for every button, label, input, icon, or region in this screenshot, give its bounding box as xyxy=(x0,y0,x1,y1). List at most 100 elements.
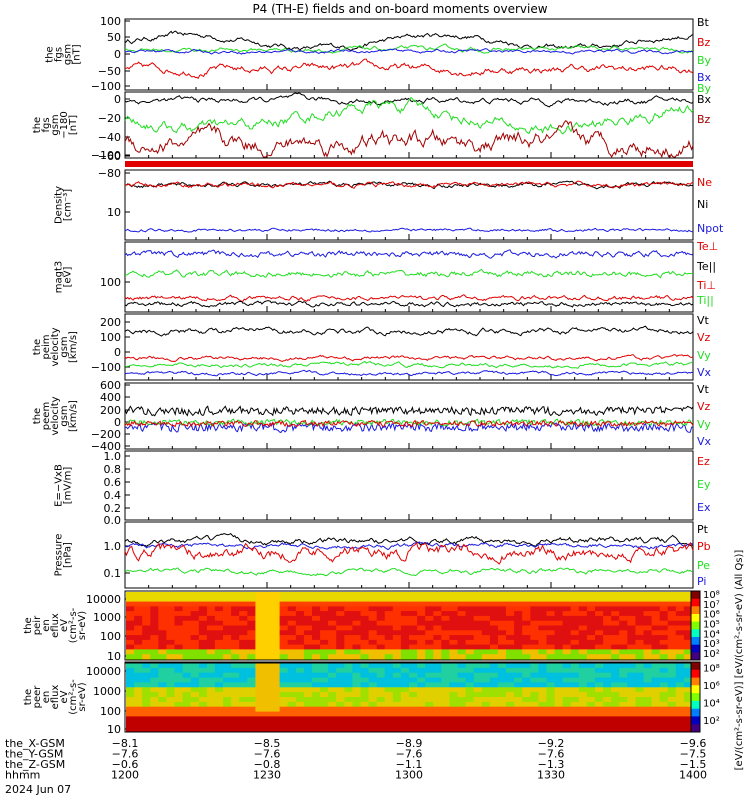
heatmap-cell-peer xyxy=(214,692,224,698)
heatmap-cell-peer xyxy=(683,716,693,722)
xaxis-value: −7.5 xyxy=(680,748,707,761)
heatmap-cell-peir xyxy=(126,635,135,641)
heatmap-cell-peer xyxy=(198,682,208,688)
heatmap-cell-peer xyxy=(190,701,200,708)
heatmap-cell-peer xyxy=(223,682,232,688)
heatmap-cell-peir xyxy=(627,611,636,617)
heatmap-cell-peir xyxy=(659,644,669,650)
heatmap-cell-peir xyxy=(514,654,523,660)
ytick-label-peer: 1000 xyxy=(93,685,121,698)
heatmap-cell-peir xyxy=(562,596,572,603)
series-fgs_zoom-Bx xyxy=(124,92,694,108)
ylabel-peer: the xyxy=(23,689,34,705)
heatmap-cell-peir xyxy=(206,625,216,631)
colorbar-frame-bottom xyxy=(690,661,701,733)
heatmap-cell-peer xyxy=(312,701,321,708)
heatmap-cell-peir xyxy=(239,620,248,626)
heatmap-cell-peir xyxy=(190,644,200,650)
heatmap-cell-peir xyxy=(457,601,467,607)
heatmap-cell-peer xyxy=(336,721,345,727)
heatmap-cell-peir xyxy=(554,615,564,622)
heatmap-cell-peer xyxy=(595,721,604,727)
xaxis-value: −7.6 xyxy=(112,748,139,761)
heatmap-cell-peir xyxy=(279,649,289,655)
heatmap-cell-peer xyxy=(409,692,418,698)
heatmap-cell-peir xyxy=(360,615,370,622)
heatmap-cell-peer xyxy=(481,721,491,727)
heatmap-cell-peir xyxy=(174,654,184,660)
heatmap-cell-peer xyxy=(206,726,216,732)
heatmap-cell-peer xyxy=(578,672,588,679)
heatmap-cell-peir xyxy=(562,635,572,641)
heatmap-cell-peer xyxy=(263,667,273,674)
heatmap-cell-peer xyxy=(320,697,329,703)
heatmap-cell-peer xyxy=(214,663,224,669)
heatmap-cell-peer xyxy=(239,682,248,688)
ylabel-peir: eflux xyxy=(50,613,61,638)
heatmap-cell-peir xyxy=(546,606,556,612)
heatmap-cell-peir xyxy=(360,611,370,617)
heatmap-cell-peir xyxy=(546,654,556,660)
heatmap-cell-peir xyxy=(328,625,337,631)
xaxis-value: −9.2 xyxy=(538,737,565,750)
ytick-label-fgs_zoom: −100 xyxy=(91,149,121,162)
heatmap-cell-peer xyxy=(352,721,361,727)
heatmap-cell-peir xyxy=(611,625,620,631)
heatmap-cell-peir xyxy=(457,596,467,603)
heatmap-cell-peir xyxy=(158,630,167,636)
heatmap-cell-peer xyxy=(449,692,458,698)
heatmap-cell-peir xyxy=(134,635,143,641)
heatmap-cell-peer xyxy=(417,726,426,732)
ylabel-peem: gsm xyxy=(59,405,70,426)
heatmap-cell-peir xyxy=(368,649,378,655)
series-fgs-By xyxy=(124,43,694,54)
heatmap-cell-peir xyxy=(376,606,386,612)
heatmap-cell-peir xyxy=(263,606,273,612)
panel-frame-peem xyxy=(124,382,694,450)
heatmap-cell-peer xyxy=(287,721,297,727)
heatmap-cell-peer xyxy=(570,697,580,703)
heatmap-cell-peer xyxy=(643,721,653,727)
heatmap-cell-peir xyxy=(263,654,273,660)
heatmap-cell-peir xyxy=(425,635,434,641)
heatmap-cell-peer xyxy=(530,672,539,679)
heatmap-cell-peir xyxy=(400,639,410,646)
heatmap-cell-peir xyxy=(312,606,321,612)
heatmap-cell-peer xyxy=(409,701,418,708)
heatmap-cell-peir xyxy=(174,625,184,631)
heatmap-cell-peir xyxy=(352,596,361,603)
heatmap-cell-peir xyxy=(522,635,531,641)
heatmap-cell-peer xyxy=(417,716,426,722)
heatmap-cell-peer xyxy=(214,677,224,683)
heatmap-cell-peir xyxy=(263,630,273,636)
heatmap-cell-peir xyxy=(659,654,669,660)
ytick-label-fgs: −100 xyxy=(91,80,121,93)
heatmap-cell-peir xyxy=(627,606,636,612)
heatmap-cell-peir xyxy=(538,606,547,612)
heatmap-cell-peer xyxy=(303,692,313,698)
legend-fgs-2: By xyxy=(697,54,712,67)
heatmap-cell-peir xyxy=(627,601,636,607)
heatmap-cell-peer xyxy=(271,726,281,732)
heatmap-cell-peer xyxy=(295,682,305,688)
heatmap-cell-peir xyxy=(336,625,345,631)
series-temp-Te_perp xyxy=(124,249,694,259)
heatmap-cell-peer xyxy=(239,667,248,674)
heatmap-cell-peer xyxy=(158,706,167,713)
heatmap-cell-peir xyxy=(562,611,572,617)
heatmap-cell-peir xyxy=(578,611,588,617)
heatmap-cell-peer xyxy=(611,692,620,698)
heatmap-cell-peer xyxy=(522,677,531,683)
heatmap-cell-peir xyxy=(166,630,175,636)
heatmap-cell-peer xyxy=(303,663,313,669)
heatmap-cell-peir xyxy=(231,596,240,603)
heatmap-cell-peir xyxy=(303,592,313,598)
heatmap-cell-peer xyxy=(295,726,305,732)
heatmap-cell-peir xyxy=(166,635,175,641)
heatmap-cell-peir xyxy=(643,625,653,631)
heatmap-cell-peer xyxy=(489,711,499,717)
heatmap-cell-peer xyxy=(675,706,685,713)
heatmap-cell-peer xyxy=(643,706,653,713)
heatmap-cell-peer xyxy=(554,706,564,713)
heatmap-cell-peir xyxy=(376,625,386,631)
